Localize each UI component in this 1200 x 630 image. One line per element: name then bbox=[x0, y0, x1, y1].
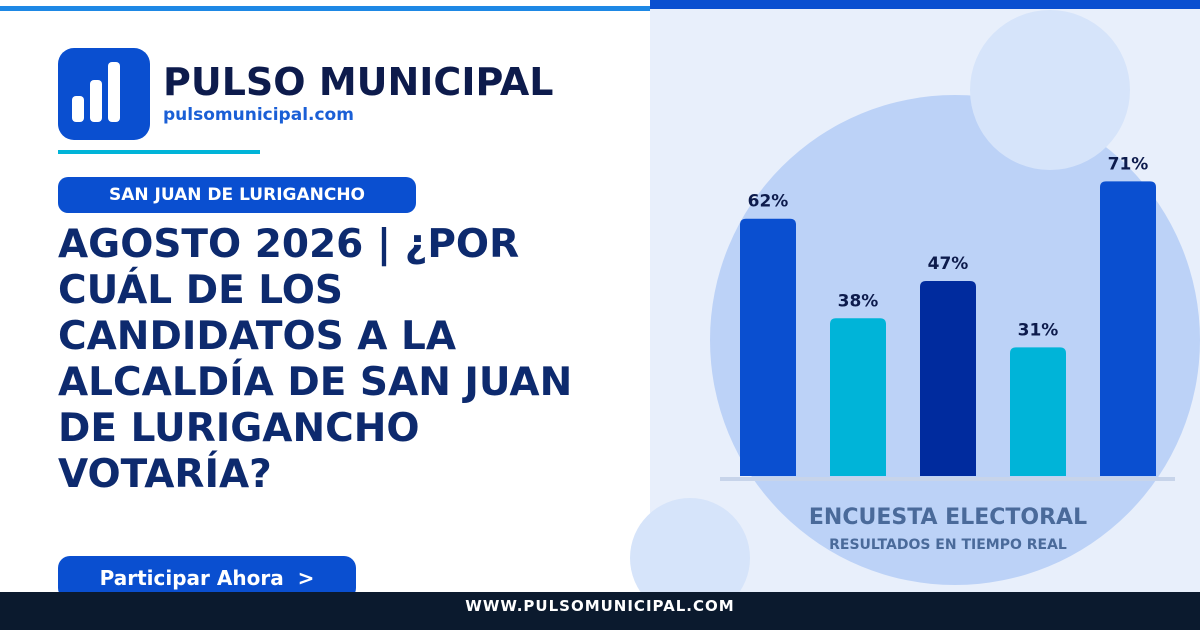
value-label: 62% bbox=[748, 192, 789, 212]
brand-name: PULSO MUNICIPAL bbox=[163, 60, 554, 104]
top-strip bbox=[0, 6, 650, 11]
footer: WWW.PULSOMUNICIPAL.COM bbox=[0, 592, 1200, 630]
top-strip-right bbox=[650, 0, 1200, 9]
circle bbox=[630, 498, 750, 618]
bar bbox=[1010, 347, 1066, 476]
chart-subtitle: RESULTADOS EN TIEMPO REAL bbox=[829, 537, 1067, 553]
underline bbox=[58, 150, 260, 154]
value-label: 38% bbox=[838, 291, 879, 311]
brand-url: pulsomunicipal.com bbox=[163, 105, 354, 125]
bar bbox=[920, 280, 976, 476]
logo-icon bbox=[72, 62, 120, 122]
value-label: 31% bbox=[1018, 320, 1059, 340]
chart-title: ENCUESTA ELECTORAL bbox=[809, 505, 1087, 530]
value-label: 47% bbox=[928, 254, 969, 274]
bar bbox=[830, 318, 886, 476]
tag: SAN JUAN DE LURIGANCHO bbox=[58, 177, 416, 213]
logo bbox=[58, 48, 150, 140]
bar bbox=[1100, 181, 1156, 476]
headline: AGOSTO 2026 | ¿POR CUÁL DE LOS CANDIDATO… bbox=[58, 222, 573, 497]
circle bbox=[970, 10, 1130, 170]
value-label: 71% bbox=[1108, 154, 1149, 174]
bar bbox=[740, 218, 796, 476]
